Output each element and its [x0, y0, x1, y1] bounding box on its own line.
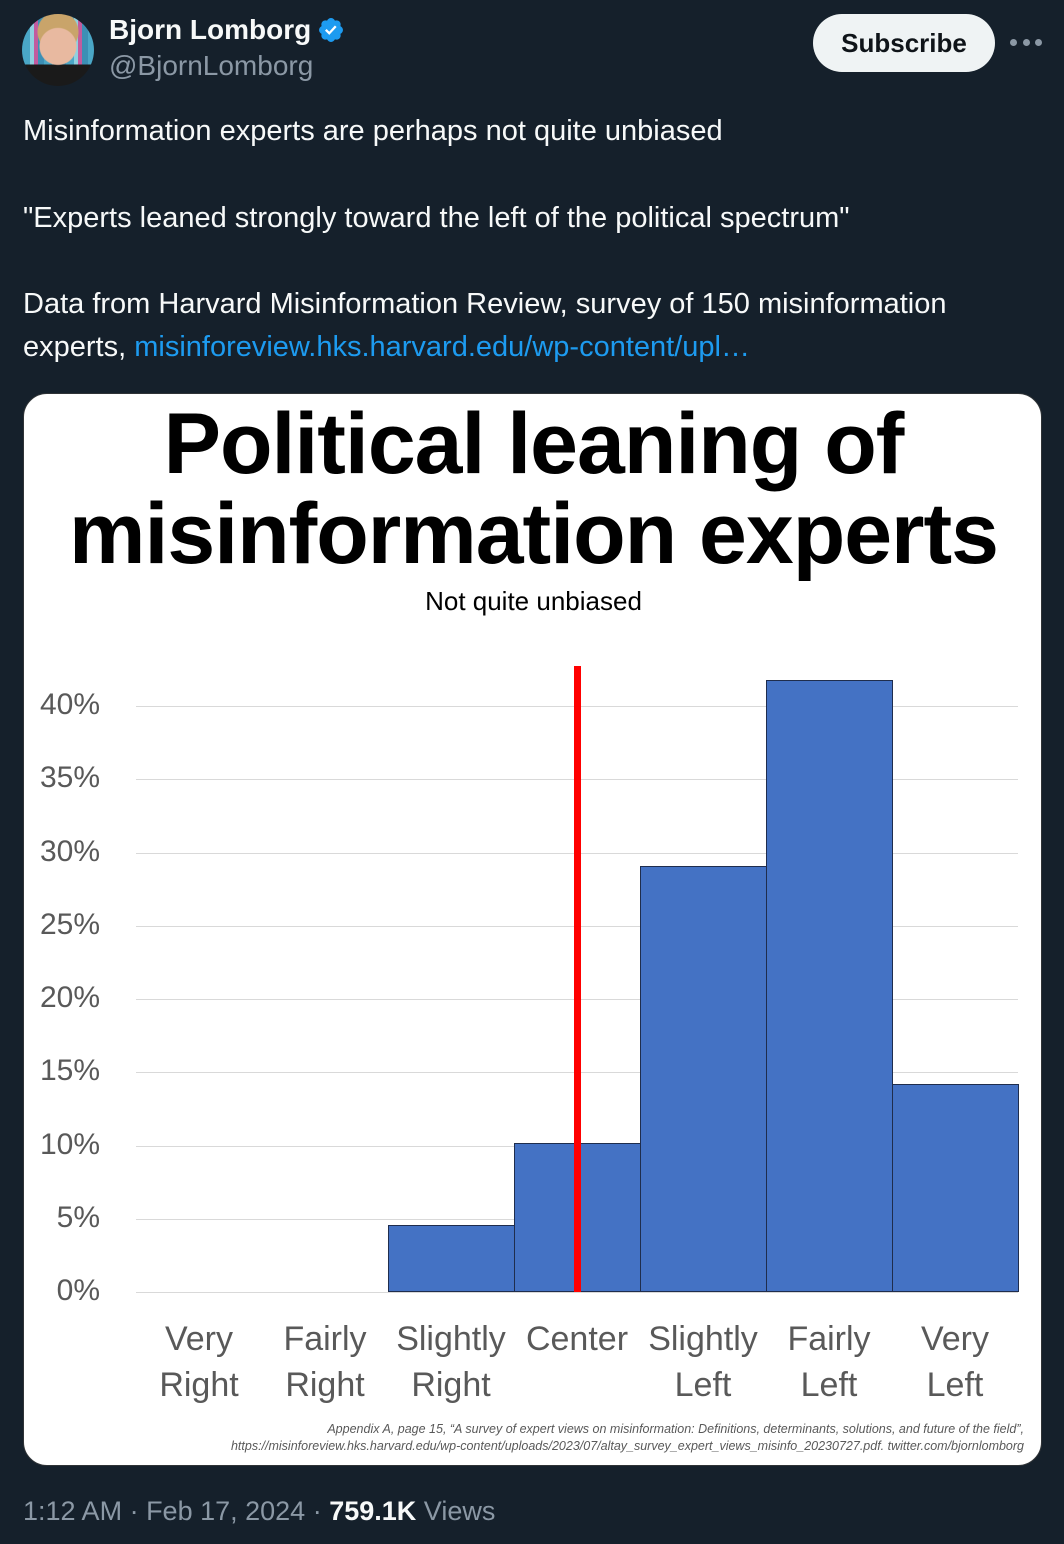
y-tick-label: 40%	[39, 688, 100, 721]
bar-slightly-right	[388, 1224, 515, 1292]
tweet-image-chart[interactable]: Political leaning of misinformation expe…	[23, 393, 1042, 1466]
separator: ·	[122, 1496, 147, 1526]
tweet-date[interactable]: Feb 17, 2024	[146, 1496, 306, 1526]
chart-subtitle: Not quite unbiased	[425, 586, 642, 616]
x-tick-label: Very Left	[920, 1320, 990, 1404]
y-tick-label: 30%	[39, 834, 100, 868]
source-text: Data from Harvard Misinformation Review,…	[23, 288, 947, 363]
tweet-text-quote: "Experts leaned strongly toward the left…	[23, 202, 850, 234]
gridline	[136, 1292, 1018, 1293]
x-tick-label: Fairly Right	[283, 1320, 367, 1404]
separator: ·	[305, 1496, 330, 1526]
author-handle[interactable]: @BjornLomborg	[109, 50, 314, 81]
chart-source-line2: https://misinforeview.hks.harvard.edu/wp…	[230, 1439, 1024, 1453]
x-tick-label: Fairly Left	[787, 1320, 871, 1404]
dot	[1035, 38, 1042, 46]
author-name[interactable]: Bjorn Lomborg	[109, 14, 312, 45]
views-label: Views	[423, 1496, 496, 1526]
bar-very-left	[892, 1083, 1019, 1292]
x-tick-label: Slightly Right	[396, 1320, 506, 1404]
author-name-row[interactable]: Bjorn Lomborg	[109, 14, 345, 46]
y-tick-label: 0%	[56, 1274, 100, 1307]
verified-badge-icon	[319, 18, 344, 42]
x-tick-label: Center	[525, 1320, 629, 1358]
tweet-meta: 1:12 AM · Feb 17, 2024 · 759.1K Views	[23, 1496, 495, 1527]
y-tick-label: 10%	[39, 1127, 100, 1161]
center-marker-line	[573, 666, 581, 1292]
tweet-time[interactable]: 1:12 AM	[23, 1496, 123, 1526]
tweet-text-source: Data from Harvard Misinformation Review,…	[23, 283, 1043, 369]
y-tick-label: 5%	[56, 1200, 100, 1234]
tweet-text-line1: Misinformation experts are perhaps not q…	[23, 115, 723, 147]
chart-source-line1: Appendix A, page 15, “A survey of expert…	[327, 1422, 1024, 1436]
dot	[1010, 38, 1017, 46]
x-tick-label: Slightly Left	[648, 1320, 758, 1404]
chart-title-line1: Political leaning of	[163, 396, 905, 492]
views-count: 759.1K	[329, 1496, 417, 1526]
x-tick-label: Very Right	[159, 1320, 239, 1404]
y-tick-label: 20%	[39, 981, 100, 1014]
chart-title-line2: misinformation experts	[69, 486, 999, 582]
bar-fairly-left	[766, 679, 893, 1292]
more-options-ellipsis-icon[interactable]	[1010, 32, 1042, 52]
subscribe-button[interactable]: Subscribe	[813, 14, 995, 72]
y-tick-label: 15%	[39, 1054, 100, 1088]
source-link[interactable]: misinforeview.hks.harvard.edu/wp-content…	[134, 331, 750, 363]
dot	[1022, 38, 1030, 46]
y-tick-label: 25%	[39, 907, 100, 941]
avatar[interactable]	[22, 14, 94, 86]
y-tick-label: 35%	[39, 761, 100, 795]
bar-slightly-left	[640, 865, 767, 1292]
